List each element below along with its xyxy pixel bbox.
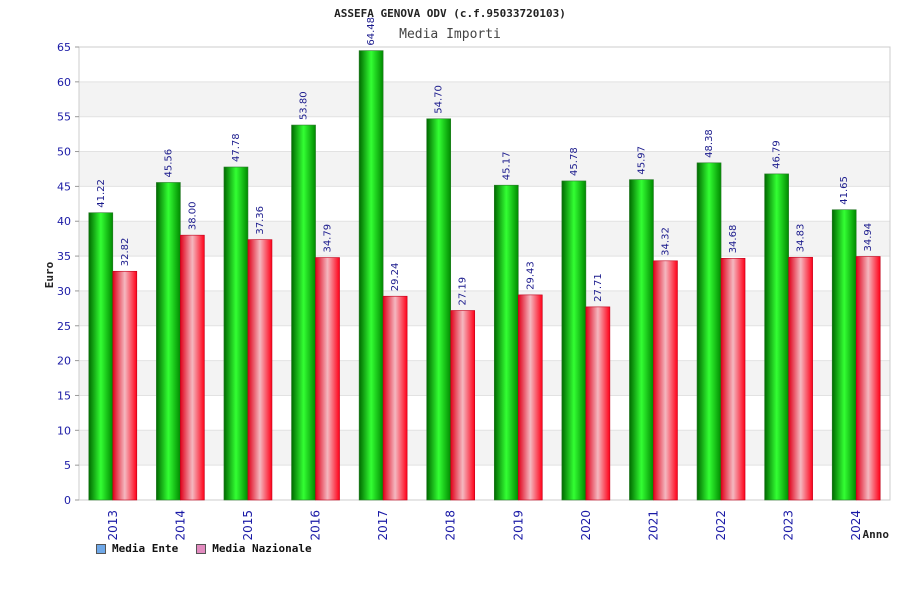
y-tick-label: 15 [57,389,71,402]
y-tick-label: 0 [64,494,71,507]
value-label-media-ente-2024: 41.65 [839,176,850,205]
grid-band [79,290,890,326]
x-tick-label-2024: 2024 [849,510,863,541]
y-tick-label: 5 [64,459,71,472]
plot-area-frame [78,46,891,501]
grid-bands [79,81,890,466]
y-tick-label: 20 [57,355,71,368]
x-axis-title: Anno [863,528,890,541]
bar-media-nazionale-2017 [382,295,408,501]
value-label-media-nazionale-2023: 34.83 [796,224,807,253]
grid-band [79,430,890,466]
value-label-media-nazionale-2024: 34.94 [863,223,874,252]
bars-group [88,50,881,501]
x-tick-label-2013: 2013 [106,510,120,541]
chart-title: ASSEFA GENOVA ODV (c.f.95033720103) [334,7,566,20]
value-label-media-nazionale-2013: 32.82 [120,238,131,267]
value-label-media-nazionale-2015: 37.36 [255,206,266,235]
x-tick-label-2017: 2017 [376,510,390,541]
value-label-media-nazionale-2020: 27.71 [593,273,604,302]
legend-label-media-ente: Media Ente [112,542,179,555]
y-tick-label: 35 [57,250,71,263]
value-label-media-nazionale-2021: 34.32 [660,227,671,256]
bar-media-ente-2023 [764,173,789,501]
value-label-media-nazionale-2022: 34.68 [728,225,739,254]
bar-media-ente-2021 [629,179,654,501]
bar-media-ente-2018 [426,118,452,501]
y-tick-label: 55 [57,111,71,124]
value-label-media-nazionale-2019: 29.43 [525,261,536,290]
y-tick-label: 60 [57,76,71,89]
y-tick-label: 40 [57,215,71,228]
bar-media-ente-2022 [696,162,722,501]
bar-media-nazionale-2016 [315,257,340,501]
bar-media-nazionale-2014 [180,234,205,501]
value-label-media-ente-2019: 45.17 [501,152,512,181]
bar-media-nazionale-2023 [788,256,813,501]
grid-band [79,360,890,396]
bar-media-nazionale-2018 [450,310,476,501]
y-tick-label: 50 [57,146,71,159]
grid-band [79,151,890,187]
value-labels: 41.22 32.82 45.56 38.00 47.78 37.36 53.80 34.79… [96,17,874,306]
value-label-media-nazionale-2016: 34.79 [323,224,334,253]
bar-media-ente-2015 [223,166,249,501]
bar-media-nazionale-2019 [517,294,543,501]
y-tick-label: 45 [57,180,71,193]
legend-item-media-ente: Media Ente [96,542,178,555]
value-label-media-ente-2015: 47.78 [231,133,242,162]
y-axis-ticks: 0 5 10 15 20 25 30 35 40 45 50 55 60 65 [57,41,79,507]
legend-swatch-media-ente [96,543,106,554]
y-tick-label: 10 [57,424,71,437]
value-label-media-ente-2013: 41.22 [96,179,107,208]
bar-media-nazionale-2022 [720,258,746,501]
value-label-media-ente-2017: 64.48 [366,17,377,46]
grid-band [79,221,890,257]
bar-media-nazionale-2013 [112,270,138,501]
value-label-media-ente-2020: 45.78 [569,147,580,176]
bar-media-ente-2019 [493,184,519,501]
value-label-media-nazionale-2014: 38.00 [187,202,198,231]
legend-label-media-nazionale: Media Nazionale [212,542,312,555]
bar-media-nazionale-2021 [653,260,678,501]
x-tick-label-2014: 2014 [173,510,187,541]
x-tick-label-2016: 2016 [309,510,323,541]
y-tick-label: 30 [57,285,71,298]
bar-media-ente-2024 [831,209,857,501]
y-tick-label: 25 [57,320,71,333]
bar-media-ente-2017 [358,50,384,501]
value-label-media-ente-2022: 48.38 [704,129,715,158]
x-tick-label-2019: 2019 [511,510,525,541]
y-axis-title: Euro [43,261,56,288]
x-tick-label-2022: 2022 [714,510,728,541]
grid-band [79,81,890,117]
bar-media-nazionale-2020 [585,306,611,501]
legend-item-media-nazionale: Media Nazionale [196,542,312,555]
legend: Media Ente Media Nazionale [96,542,312,555]
x-tick-label-2020: 2020 [579,510,593,541]
value-label-media-ente-2018: 54.70 [434,85,445,114]
value-label-media-ente-2023: 46.79 [772,140,783,169]
x-tick-label-2018: 2018 [444,510,458,541]
x-tick-label-2015: 2015 [241,510,255,541]
value-label-media-nazionale-2017: 29.24 [390,263,401,292]
bar-media-ente-2013 [88,212,114,501]
x-tick-label-2021: 2021 [646,510,660,541]
bar-media-ente-2020 [561,180,587,501]
legend-swatch-media-nazionale [196,543,207,554]
x-axis-ticks: 2013 2014 2015 2016 2017 2018 2019 2020 2021 2022… [106,510,863,541]
value-label-media-nazionale-2018: 27.19 [458,277,469,306]
chart-subtitle: Media Importi [399,27,501,42]
value-label-media-ente-2014: 45.56 [163,149,174,178]
value-label-media-ente-2016: 53.80 [299,91,310,120]
y-tick-label: 65 [57,41,71,54]
bar-media-nazionale-2024 [855,256,881,501]
bar-media-nazionale-2015 [247,239,273,501]
value-label-media-ente-2021: 45.97 [636,146,647,175]
x-tick-label-2023: 2023 [782,510,796,541]
bar-media-ente-2014 [156,182,181,501]
bar-media-ente-2016 [291,124,316,501]
